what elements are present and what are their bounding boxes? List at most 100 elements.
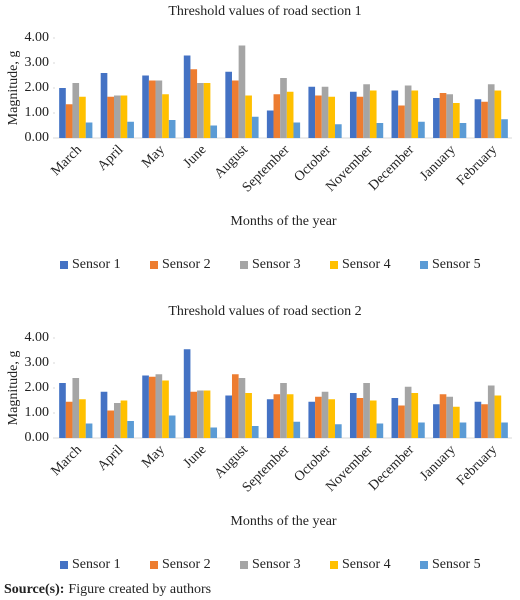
bar [487, 84, 495, 138]
bar [197, 83, 204, 138]
bar [79, 96, 86, 138]
bar [85, 423, 93, 438]
bar [245, 95, 252, 138]
bar [72, 83, 80, 138]
bar [376, 423, 384, 438]
y-tick-label: 4.00 [25, 30, 50, 45]
bar [501, 422, 508, 438]
y-tick-label: 4.00 [25, 330, 50, 345]
bar [113, 95, 121, 138]
bar [376, 123, 384, 138]
y-tick-label: 0.00 [25, 130, 50, 145]
y-tick-label: 3.00 [25, 355, 50, 370]
x-tick-label: August [212, 142, 251, 181]
bar [273, 394, 281, 438]
bar [411, 393, 419, 438]
bar [85, 122, 93, 138]
bar [356, 96, 364, 138]
bar [446, 396, 454, 438]
bar [433, 404, 440, 438]
bar [183, 55, 191, 138]
bar [418, 121, 425, 138]
legend-label: Sensor 1 [72, 557, 121, 572]
bar [162, 94, 169, 138]
y-axis-label: Magnitude, g [6, 351, 21, 426]
legend-label: Sensor 3 [252, 257, 301, 272]
legend-label: Sensor 2 [162, 557, 211, 572]
bar [266, 110, 274, 138]
x-tick-label: January [417, 142, 458, 183]
bar [273, 94, 281, 138]
y-tick-label: 2.00 [25, 80, 50, 95]
bar [231, 374, 239, 438]
x-tick-label: April [95, 142, 127, 174]
bar [231, 80, 239, 138]
bar [203, 390, 211, 438]
y-tick-label: 3.00 [25, 55, 50, 70]
legend-swatch [240, 561, 248, 569]
bar [120, 95, 128, 138]
bar [168, 120, 176, 138]
legend-swatch [240, 261, 248, 269]
bar [127, 421, 134, 438]
bar [369, 400, 377, 438]
legend-label: Sensor 4 [342, 257, 391, 272]
legend-swatch [420, 261, 428, 269]
legend-swatch [330, 261, 338, 269]
legend-label: Sensor 5 [432, 557, 481, 572]
source-text: Figure created by authors [68, 582, 211, 597]
bar [487, 385, 495, 438]
bar [315, 396, 322, 438]
bar [328, 399, 336, 438]
bar [238, 45, 246, 138]
chart-title: Threshold values of road section 1 [168, 4, 361, 19]
bar [459, 123, 467, 138]
bar [404, 85, 412, 138]
source: Source(s): Figure created by authors [4, 582, 211, 597]
x-tick-label: August [212, 442, 251, 481]
bar [315, 95, 322, 138]
bar [107, 410, 114, 438]
x-tick-label: June [181, 142, 210, 171]
bar [363, 383, 370, 438]
bar [363, 84, 370, 138]
bar [100, 73, 108, 138]
bar [127, 121, 134, 138]
bar [501, 119, 508, 138]
bar [481, 404, 488, 438]
bar [494, 90, 502, 138]
legend-label: Sensor 3 [252, 557, 301, 572]
bar [210, 125, 218, 138]
x-tick-label: January [417, 442, 458, 483]
y-axis-label: Magnitude, g [6, 51, 21, 126]
bar [197, 390, 204, 438]
bar [65, 104, 73, 138]
bar [446, 94, 454, 138]
bar [494, 395, 502, 438]
bar [418, 422, 425, 438]
y-tick-label: 0.00 [25, 430, 50, 445]
bar [321, 86, 329, 138]
x-axis-label: Months of the year [230, 214, 336, 229]
bar [369, 90, 377, 138]
y-tick-label: 1.00 [25, 105, 50, 120]
legend-label: Sensor 2 [162, 257, 211, 272]
x-tick-label: March [48, 142, 84, 178]
bar [474, 99, 482, 138]
bar [349, 91, 357, 138]
bar [65, 401, 73, 438]
bar [59, 383, 66, 438]
x-tick-label: December [366, 142, 418, 194]
x-tick-label: February [454, 442, 500, 488]
bar [59, 88, 66, 138]
bar [148, 80, 156, 138]
legend-label: Sensor 1 [72, 257, 121, 272]
bar [183, 349, 191, 438]
bar [433, 98, 440, 138]
bar [328, 96, 336, 138]
bar [148, 376, 156, 438]
legend-swatch [60, 561, 68, 569]
bar [190, 391, 198, 438]
bar [100, 391, 108, 438]
